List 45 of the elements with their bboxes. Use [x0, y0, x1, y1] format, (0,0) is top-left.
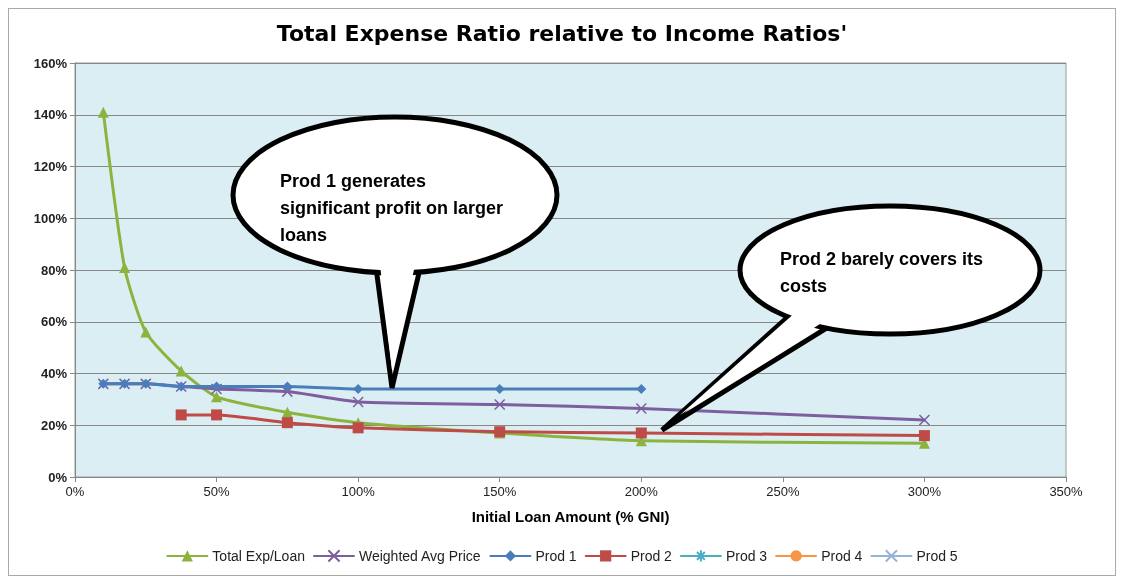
- x-tick-label: 350%: [1049, 484, 1084, 499]
- legend-label: Prod 3: [725, 547, 768, 564]
- point: [211, 391, 223, 403]
- point: [635, 402, 648, 415]
- point: [493, 398, 506, 411]
- x-tick-label: 0%: [65, 484, 85, 499]
- annotation: Prod 2 barely covers its costs: [780, 248, 985, 298]
- legend-label: Prod 5: [916, 547, 958, 564]
- y-tick-label: 60%: [40, 314, 68, 330]
- legend-label: Weighted Avg Price: [358, 547, 481, 564]
- x-tick-label: 250%: [766, 484, 800, 499]
- y-tick-label: 0%: [48, 469, 68, 485]
- point: [281, 417, 293, 429]
- point: [635, 427, 647, 439]
- x-tick-label: 50%: [203, 484, 231, 499]
- legend-label: Prod 1: [535, 547, 577, 564]
- point: [282, 381, 293, 392]
- y-tick-label: 20%: [40, 417, 68, 433]
- y-tick-label: 160%: [33, 55, 68, 71]
- legend-label: Prod 2: [630, 547, 673, 564]
- y-tick-label: 40%: [40, 366, 68, 381]
- point: [352, 422, 364, 434]
- y-tick-label: 120%: [33, 159, 68, 174]
- point: [175, 365, 187, 377]
- point: [140, 326, 152, 338]
- y-tick-label: 80%: [40, 262, 68, 278]
- x-axis-title: Initial Loan Amount (% GNI): [471, 508, 670, 525]
- y-tick-label: 140%: [33, 107, 68, 123]
- point: [352, 396, 364, 408]
- point: [281, 385, 294, 398]
- point: [175, 409, 187, 421]
- x-tick-label: 300%: [907, 484, 942, 499]
- annotation: Prod 1 generates significant profit on larger loans: [280, 170, 504, 247]
- x-tick-label: 200%: [624, 484, 659, 499]
- point: [918, 414, 931, 426]
- point: [211, 409, 223, 421]
- point: [636, 384, 647, 395]
- point: [97, 106, 109, 118]
- legend-label: Total Exp/Loan: [212, 547, 305, 564]
- point: [918, 430, 930, 442]
- legend-label: Prod 4: [821, 547, 863, 564]
- x-tick-label: 150%: [483, 484, 517, 499]
- y-tick-label: 100%: [33, 210, 68, 226]
- x-tick-label: 100%: [341, 484, 376, 499]
- chart-title: Total Expense Ratio relative to Income Ratios': [276, 20, 848, 46]
